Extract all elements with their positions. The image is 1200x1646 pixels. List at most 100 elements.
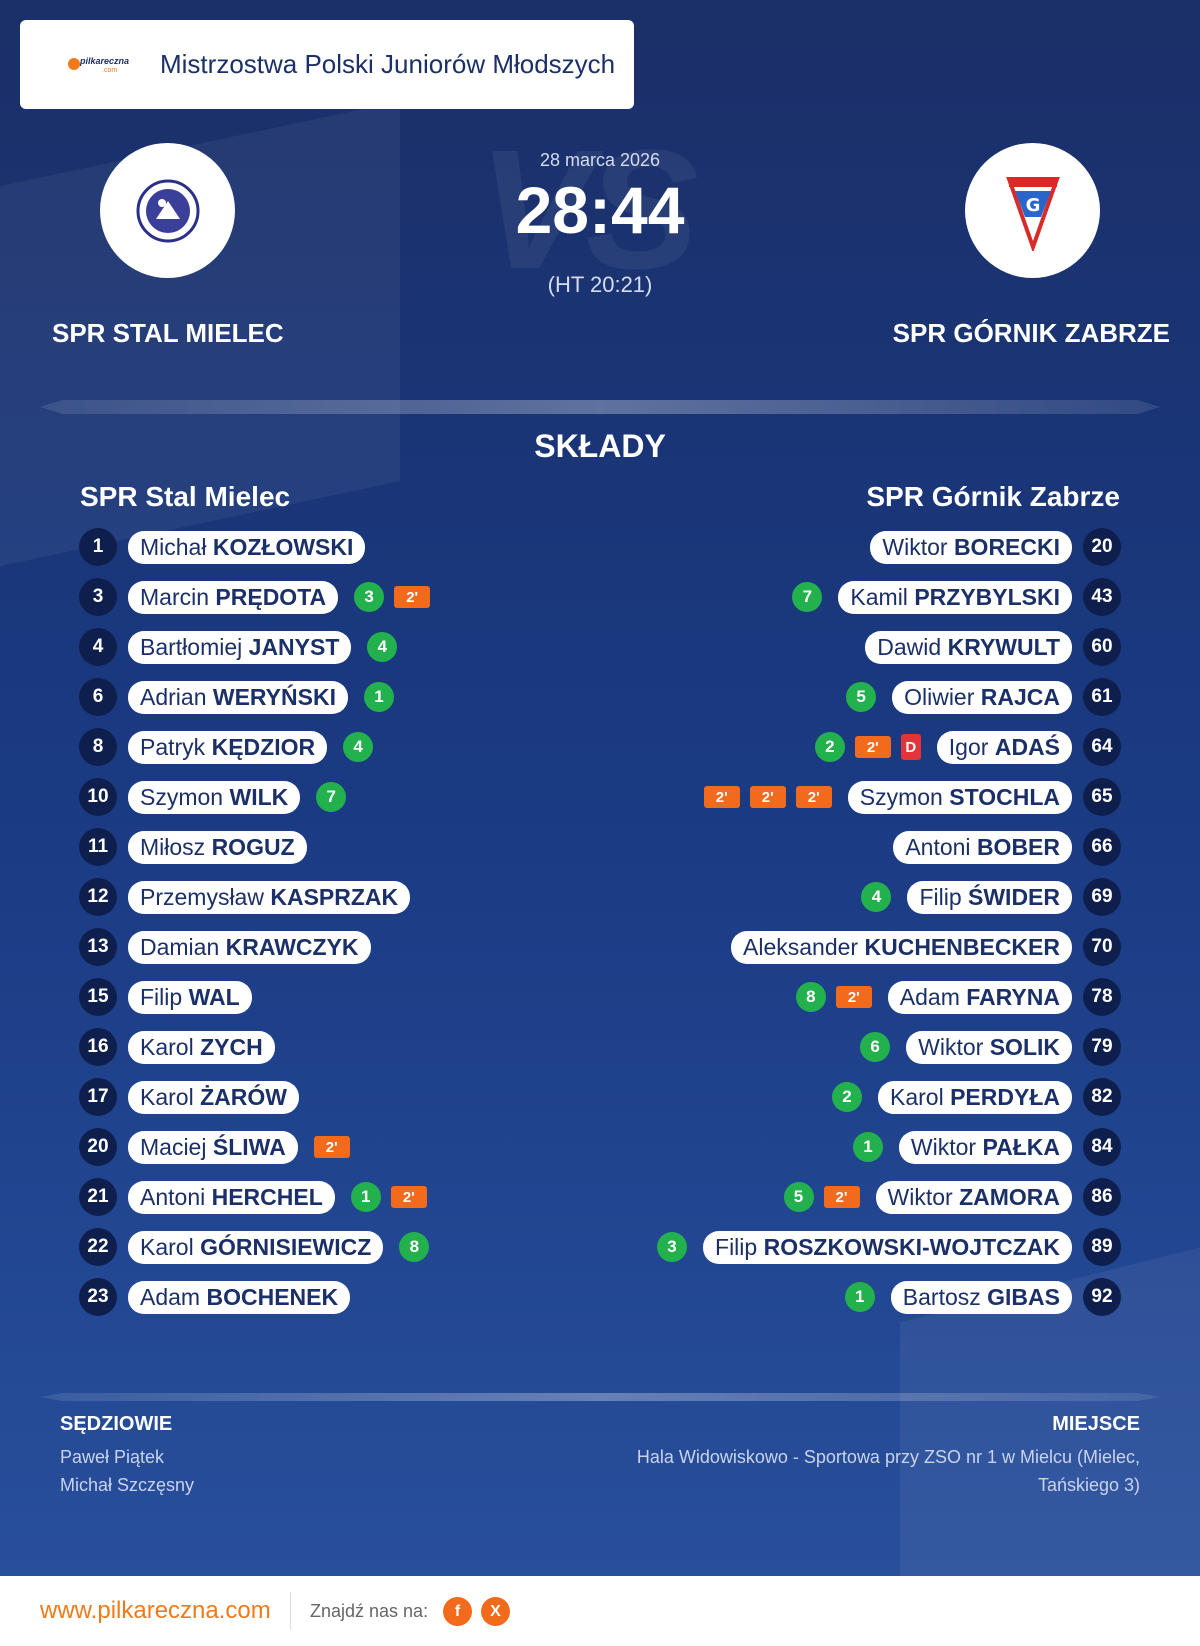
player-events: 4 xyxy=(343,732,374,762)
stal-mielec-crest-icon xyxy=(136,179,199,242)
shirt-number: 78 xyxy=(1083,978,1121,1016)
player-name: Antoni BOBER xyxy=(893,830,1072,864)
player-last-name: BOBER xyxy=(976,833,1060,860)
find-us-label: Znajdź nas na: xyxy=(310,1601,429,1621)
player-events: 8 2' xyxy=(795,982,872,1012)
shirt-number: 15 xyxy=(79,978,117,1016)
player-first-name: Aleksander xyxy=(743,933,865,960)
shirt-number: 23 xyxy=(79,1278,117,1316)
player-first-name: Karol xyxy=(890,1083,951,1110)
x-icon[interactable]: X xyxy=(481,1597,510,1626)
player-name: Adam BOCHENEK xyxy=(128,1280,351,1314)
shirt-number: 70 xyxy=(1083,928,1121,966)
shirt-number: 16 xyxy=(79,1028,117,1066)
player-events: 2' xyxy=(313,1136,350,1158)
footer-separator xyxy=(290,1592,291,1630)
player-last-name: PAŁKA xyxy=(982,1133,1060,1160)
player-name: Filip ROSZKOWSKI-WOJTCZAK xyxy=(703,1230,1072,1264)
suspension-badge: 2' xyxy=(854,736,891,758)
player-name: Miłosz ROGUZ xyxy=(128,830,307,864)
player-events: 8 xyxy=(399,1232,430,1262)
player-row: Antoni BOBER 66 xyxy=(600,822,1200,872)
goals-badge: 7 xyxy=(792,582,823,612)
match-card: VS pilkareczna .com Mistrzostwa Polski J… xyxy=(0,0,1200,1576)
player-name: Damian KRAWCZYK xyxy=(128,930,371,964)
title-card: pilkareczna .com Mistrzostwa Polski Juni… xyxy=(20,20,634,109)
player-last-name: GÓRNISIEWICZ xyxy=(200,1233,372,1260)
player-first-name: Adam xyxy=(140,1283,207,1310)
player-events: 1 xyxy=(363,682,394,712)
shirt-number: 79 xyxy=(1083,1028,1121,1066)
shirt-number: 84 xyxy=(1083,1128,1121,1166)
footer-link[interactable]: www.pilkareczna.com xyxy=(40,1597,271,1624)
player-name: Szymon STOCHLA xyxy=(847,780,1072,814)
player-row: 22 Karol GÓRNISIEWICZ 8 xyxy=(0,1222,600,1272)
player-row: 4 Filip ŚWIDER 69 xyxy=(600,872,1200,922)
player-events: 6 xyxy=(860,1032,891,1062)
referee-name: Michał Szczęsny xyxy=(60,1475,195,1495)
shirt-number: 89 xyxy=(1083,1228,1121,1266)
brand-logo: pilkareczna .com xyxy=(50,50,140,80)
goals-badge: 6 xyxy=(860,1032,891,1062)
goals-badge: 3 xyxy=(657,1232,688,1262)
player-row: 13 Damian KRAWCZYK xyxy=(0,922,600,972)
section-title: SKŁADY xyxy=(534,428,666,464)
player-last-name: ROGUZ xyxy=(211,833,295,860)
shirt-number: 64 xyxy=(1083,728,1121,766)
goals-badge: 4 xyxy=(343,732,374,762)
shirt-number: 22 xyxy=(79,1228,117,1266)
player-first-name: Wiktor xyxy=(918,1033,990,1060)
competition-title: Mistrzostwa Polski Juniorów Młodszych xyxy=(160,49,616,79)
player-events: 1 2' xyxy=(350,1182,427,1212)
shirt-number: 10 xyxy=(79,778,117,816)
player-last-name: GIBAS xyxy=(987,1283,1060,1310)
player-first-name: Szymon xyxy=(859,783,950,810)
player-row: 11 Miłosz ROGUZ xyxy=(0,822,600,872)
referees-list: Paweł Piątek Michał Szczęsny xyxy=(60,1443,194,1499)
facebook-icon[interactable]: f xyxy=(443,1597,472,1626)
player-first-name: Adam xyxy=(899,983,967,1010)
player-first-name: Dawid xyxy=(877,633,948,660)
player-row: 4 Bartłomiej JANYST 4 xyxy=(0,622,600,672)
goals-badge: 4 xyxy=(861,882,892,912)
home-lineup: 1 Michał KOZŁOWSKI 3 Marcin PRĘDOTA 3 2' 4 Bart… xyxy=(0,522,600,1322)
player-first-name: Michał xyxy=(140,533,213,560)
shirt-number: 21 xyxy=(79,1178,117,1216)
goals-badge: 1 xyxy=(852,1132,883,1162)
suspension-badge: 2' xyxy=(313,1136,350,1158)
player-name: Karol PERDYŁA xyxy=(878,1080,1072,1114)
player-row: 17 Karol ŻARÓW xyxy=(0,1072,600,1122)
shirt-number: 1 xyxy=(79,528,117,566)
player-name: Oliwier RAJCA xyxy=(892,680,1072,714)
player-last-name: KĘDZIOR xyxy=(211,733,316,760)
shirt-number: 12 xyxy=(79,878,117,916)
match-date: 28 marca 2026 xyxy=(539,150,661,170)
player-last-name: ZAMORA xyxy=(959,1183,1060,1210)
player-row: Aleksander KUCHENBECKER 70 xyxy=(600,922,1200,972)
referee-name: Paweł Piątek xyxy=(60,1447,165,1467)
player-last-name: FARYNA xyxy=(966,983,1060,1010)
shirt-number: 60 xyxy=(1083,628,1121,666)
player-last-name: ROSZKOWSKI-WOJTCZAK xyxy=(763,1233,1060,1260)
player-first-name: Maciej xyxy=(140,1133,213,1160)
shirt-number: 17 xyxy=(79,1078,117,1116)
goals-badge: 2 xyxy=(832,1082,862,1112)
player-events: 4 xyxy=(367,632,398,662)
player-last-name: WILK xyxy=(229,783,289,810)
player-last-name: PRZYBYLSKI xyxy=(914,583,1060,610)
player-row: 7 Kamil PRZYBYLSKI 43 xyxy=(600,572,1200,622)
player-name: Antoni HERCHEL xyxy=(128,1180,335,1214)
player-row: 6 Wiktor SOLIK 79 xyxy=(600,1022,1200,1072)
player-row: 23 Adam BOCHENEK xyxy=(0,1272,600,1322)
shirt-number: 6 xyxy=(79,678,117,716)
player-first-name: Igor xyxy=(948,733,995,760)
player-row: 1 Bartosz GIBAS 92 xyxy=(600,1272,1200,1322)
player-name: Filip WAL xyxy=(128,980,252,1014)
player-last-name: KRAWCZYK xyxy=(225,933,359,960)
referees-label: SĘDZIOWIE xyxy=(60,1413,173,1435)
player-name: Adam FARYNA xyxy=(887,980,1072,1014)
player-name: Igor ADAŚ xyxy=(936,730,1072,764)
brand-suffix: .com xyxy=(102,66,118,74)
shirt-number: 8 xyxy=(79,728,117,766)
player-first-name: Miłosz xyxy=(140,833,212,860)
